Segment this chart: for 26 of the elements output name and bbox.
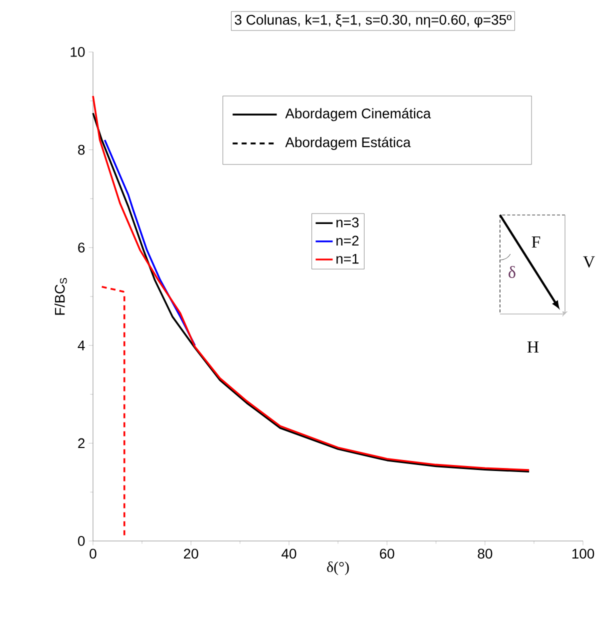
x-tick-label: 20: [184, 548, 198, 559]
x-tick-label: 0: [90, 548, 96, 559]
y-tick-label: 6: [78, 242, 85, 253]
chart-title: 3 Colunas, k=1, ξ=1, s=0.30, nη=0.60, φ=35º: [234, 14, 512, 28]
x-tick-label: 100: [572, 548, 594, 559]
x-axis-title: δ(°): [327, 561, 349, 576]
y-tick-label: 2: [78, 438, 85, 448]
legend-label: n=3: [336, 218, 359, 228]
annotation: H: [527, 341, 539, 353]
y-tick-label: 4: [78, 340, 85, 350]
y-tick-label: 8: [78, 144, 85, 155]
y-axis-title: F/BC$_{S}$: [54, 278, 67, 315]
y-tick-label: 0: [78, 536, 85, 546]
x-tick-label: 80: [478, 548, 492, 559]
text: V: [583, 256, 595, 268]
legend-label: n=1: [336, 254, 359, 264]
line-series: [100, 286, 126, 538]
x-tick-label: 40: [282, 548, 296, 559]
legend-label: n=2: [336, 236, 359, 246]
annotation: δ: [508, 266, 516, 278]
annotation: F: [532, 236, 540, 248]
annotation: Abordagem Estática: [285, 136, 411, 150]
annotation: Abordagem Cinemática: [285, 108, 431, 122]
y-tick-label: 10: [70, 47, 85, 57]
x-tick-label: 60: [380, 548, 394, 559]
line-series: [104, 139, 196, 346]
